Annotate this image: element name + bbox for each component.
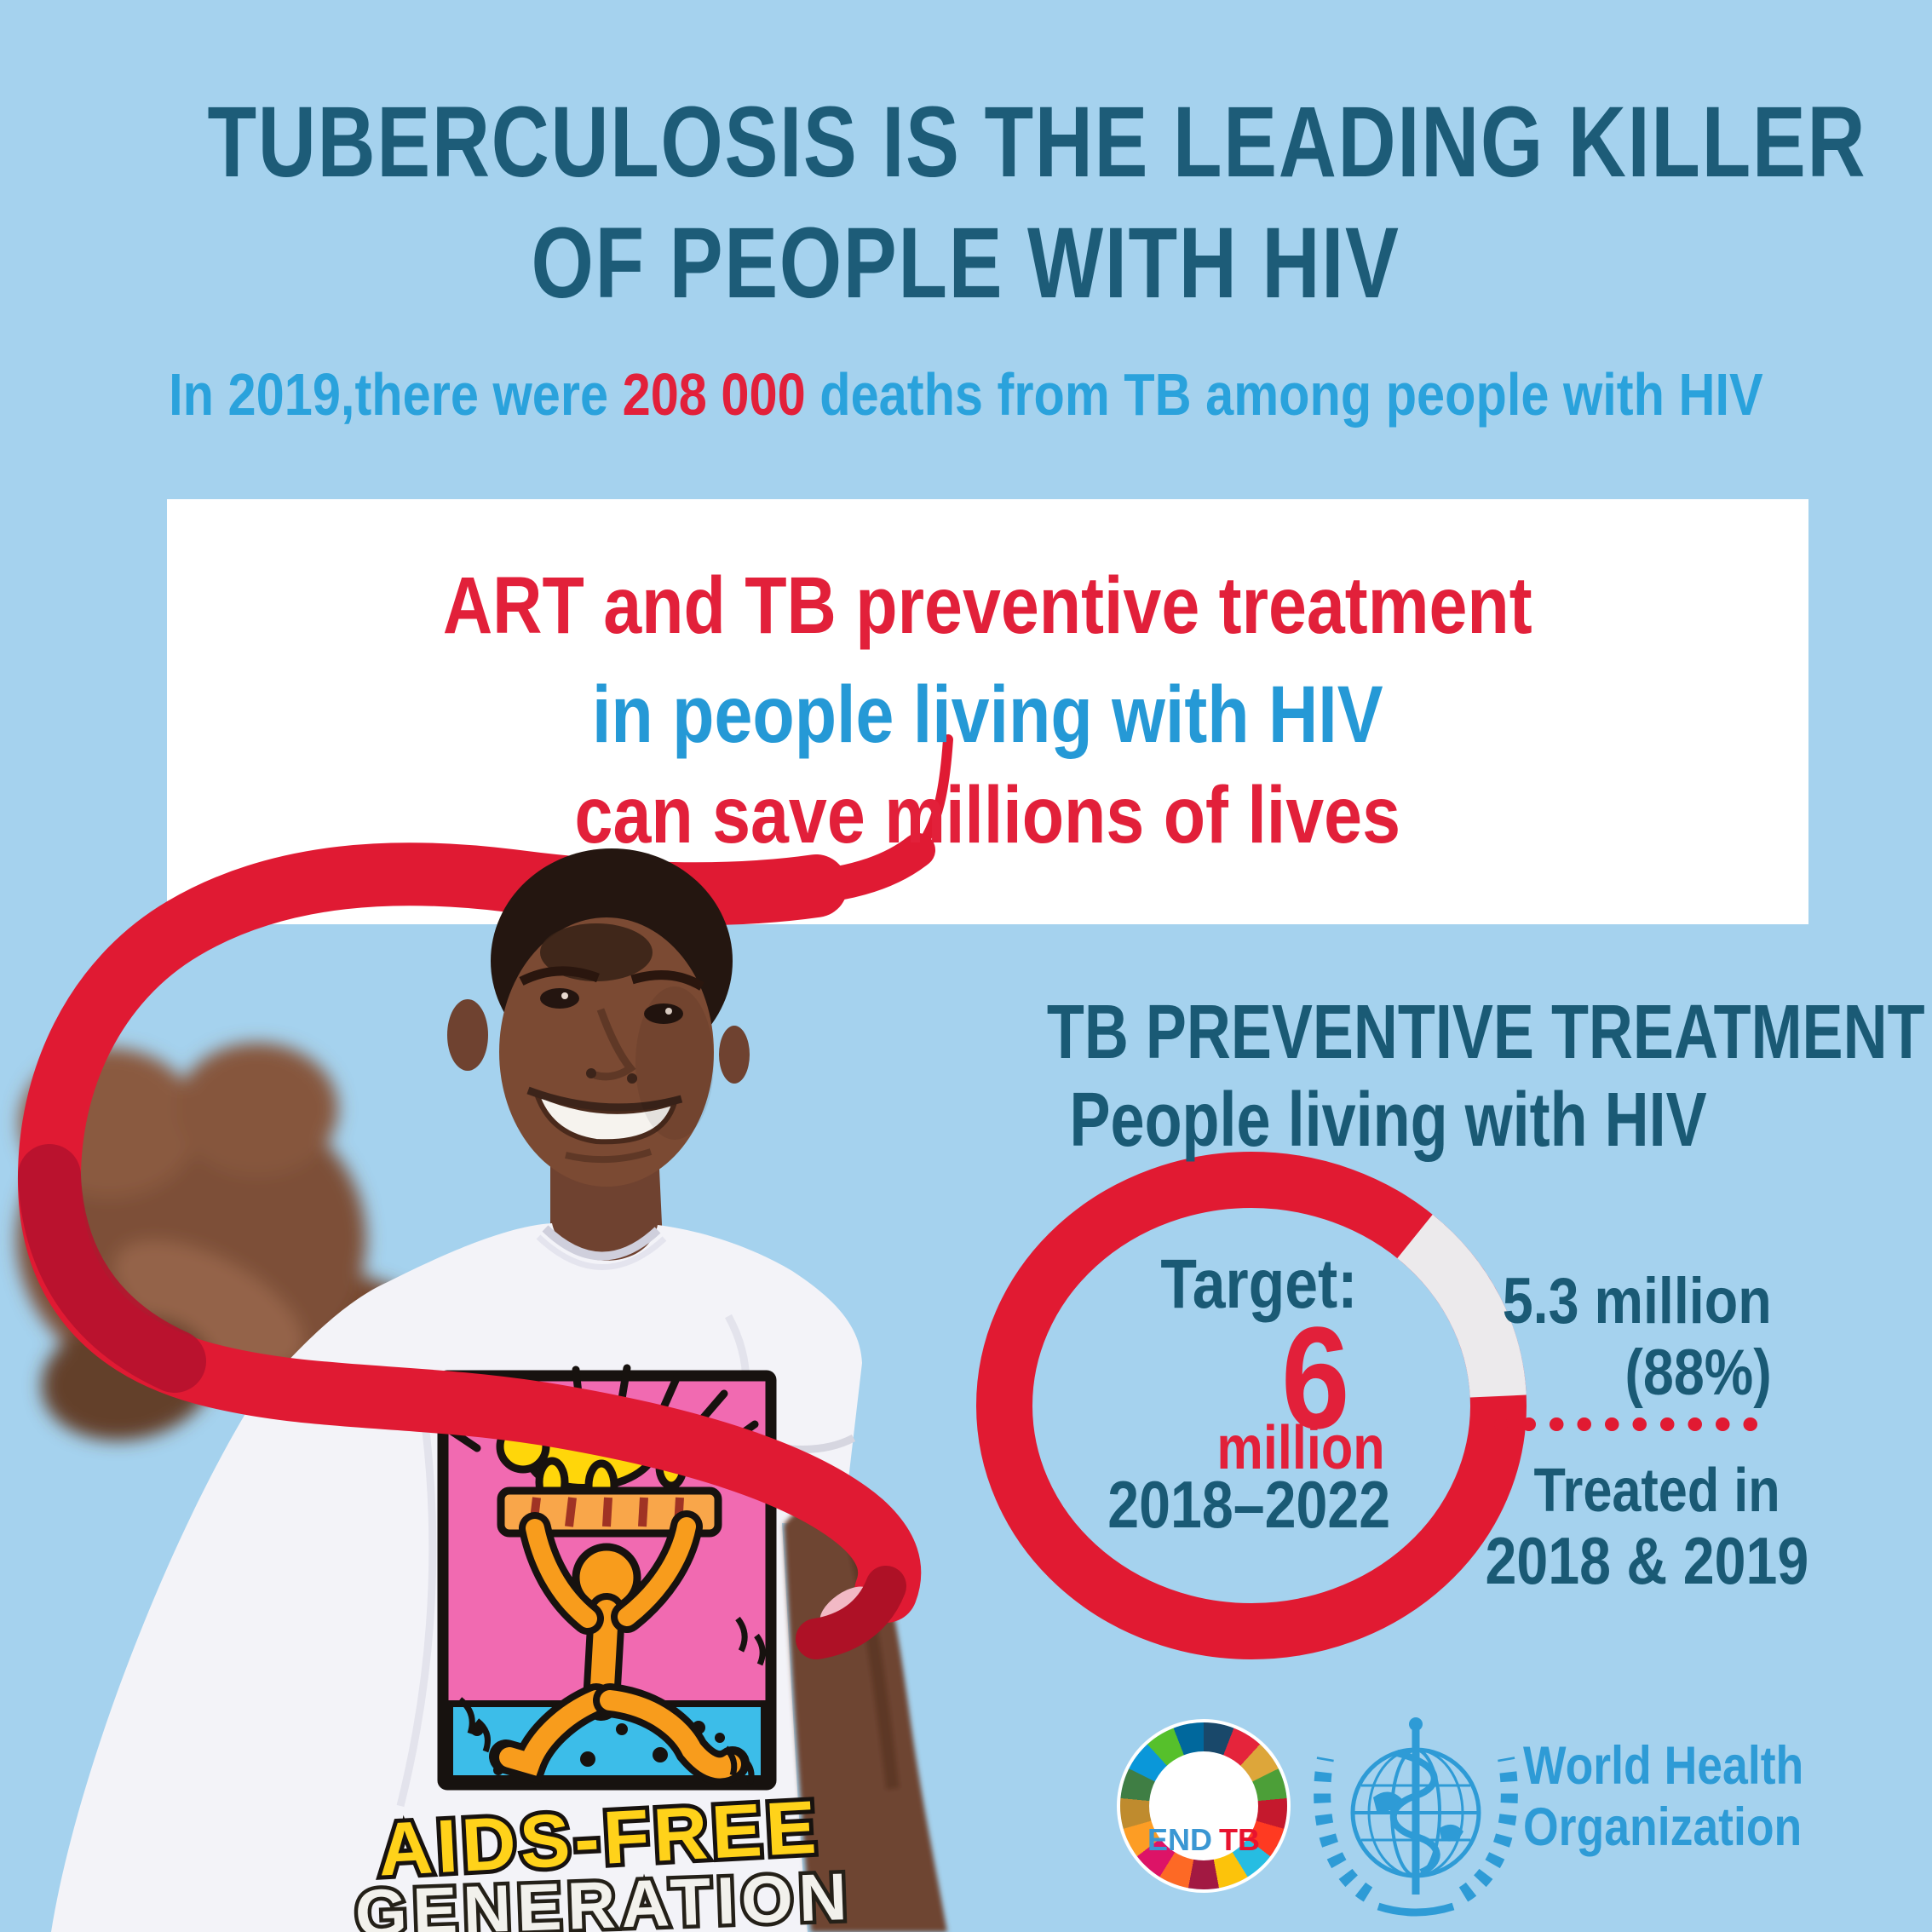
section-heading: TB PREVENTIVE TREATMENT bbox=[1046, 990, 1925, 1075]
who-wordmark-line2: Organization bbox=[1523, 1797, 1803, 1857]
donut-treated-line2: 2018 & 2019 bbox=[1485, 1523, 1809, 1598]
page-title-line2: OF PEOPLE WITH HIV bbox=[531, 207, 1401, 319]
page-title-line1: TUBERCULOSIS IS THE LEADING KILLER bbox=[207, 86, 1867, 198]
who-wordmark-line1: World Health bbox=[1523, 1736, 1804, 1796]
who-emblem-icon bbox=[1314, 1717, 1518, 1917]
donut-result-value: 5.3 million bbox=[1503, 1265, 1772, 1337]
haring-dancer-figure bbox=[489, 1510, 750, 1785]
subtitle-statistic: In 2019,there were 208 000 deaths from T… bbox=[0, 365, 1932, 424]
tshirt-artwork-panel bbox=[437, 1364, 777, 1791]
donut-treated-line1: Treated in bbox=[1533, 1457, 1780, 1525]
donut-target-unit: million bbox=[1216, 1414, 1385, 1482]
section-subheading: People living with HIV bbox=[1069, 1078, 1708, 1163]
red-ribbon-graphic bbox=[17, 734, 953, 1659]
donut-chart bbox=[976, 1152, 1527, 1659]
endtb-logo bbox=[1149, 1751, 1258, 1860]
donut-result-percent: (88%) bbox=[1624, 1337, 1772, 1409]
donut-target-period: 2018–2022 bbox=[1107, 1467, 1390, 1542]
donut-target-value: 6 bbox=[1280, 1297, 1350, 1459]
subtitle-suffix: deaths from TB among people with HIV bbox=[805, 361, 1763, 428]
endtb-wordmark: END TB bbox=[1147, 1822, 1260, 1857]
message-line2: in people living with HIV bbox=[592, 670, 1383, 760]
message-line3: can save millions of lives bbox=[574, 770, 1401, 860]
subtitle-prefix: In 2019,there were bbox=[169, 361, 623, 428]
donut-target-label: Target: bbox=[1160, 1245, 1358, 1323]
person-head-photo bbox=[447, 848, 750, 1187]
subtitle-death-count: 208 000 bbox=[622, 361, 806, 428]
message-line1: ART and TB preventive treatment bbox=[443, 561, 1532, 651]
